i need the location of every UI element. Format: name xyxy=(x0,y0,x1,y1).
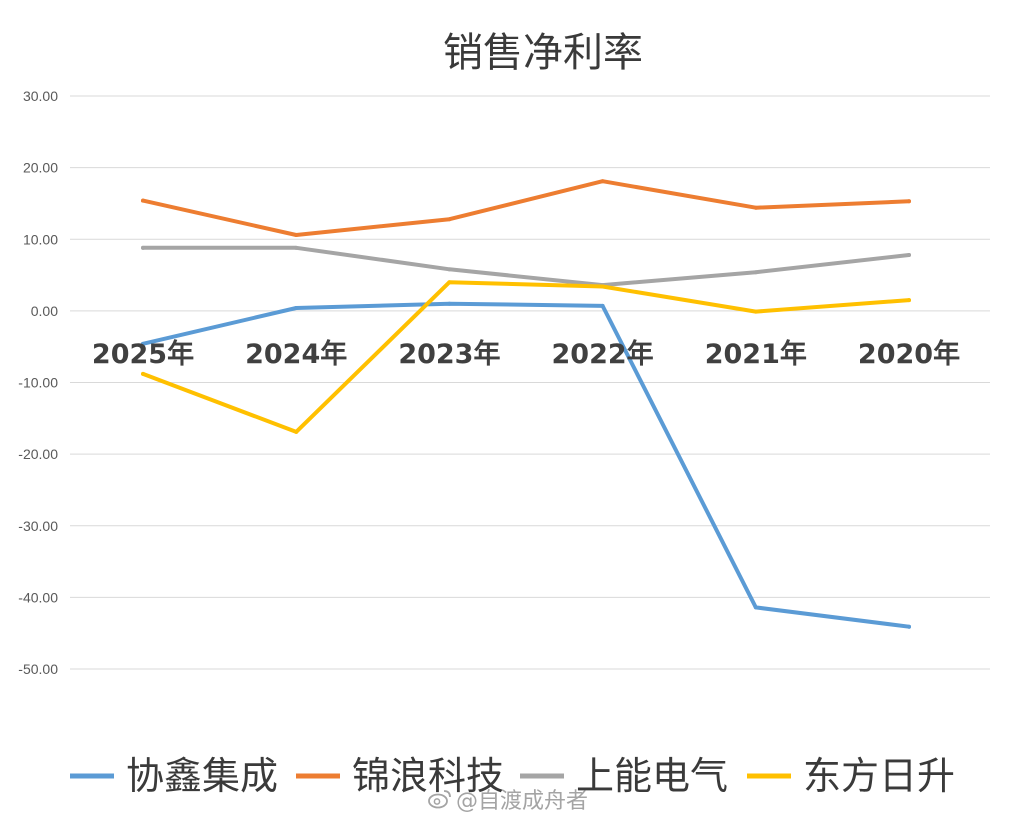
data-point xyxy=(447,217,452,222)
data-point xyxy=(141,341,145,346)
legend-label: 上能电气 xyxy=(576,754,728,798)
x-tick-label: 2025年 xyxy=(92,338,194,370)
data-point xyxy=(447,267,452,272)
data-point xyxy=(141,198,145,203)
data-point xyxy=(294,232,299,237)
data-point xyxy=(753,309,758,314)
data-point xyxy=(600,179,605,184)
data-point xyxy=(600,303,605,308)
y-tick-label: -20.00 xyxy=(18,446,58,462)
x-tick-label: 2023年 xyxy=(398,338,500,370)
series-line-4 xyxy=(141,280,911,434)
legend-label: 锦浪科技 xyxy=(352,754,504,798)
y-tick-label: -30.00 xyxy=(18,518,58,534)
y-tick-label: 0.00 xyxy=(31,303,58,319)
data-point xyxy=(753,270,758,275)
series-line-1 xyxy=(141,301,911,629)
data-point xyxy=(907,624,911,629)
data-point xyxy=(447,301,452,306)
series-line-3 xyxy=(141,245,911,288)
y-tick-label: -10.00 xyxy=(18,375,58,391)
data-point xyxy=(447,280,452,285)
y-tick-label: -40.00 xyxy=(18,589,58,605)
watermark-text: @自渡成舟者 xyxy=(456,789,589,814)
legend: 协鑫集成 锦浪科技 上能电气 东方日升 xyxy=(70,754,955,798)
data-point xyxy=(141,371,145,376)
data-point xyxy=(600,284,605,289)
y-axis-ticks: 30.00 20.00 10.00 0.00 -10.00 -20.00 -30.00 -40… xyxy=(18,88,58,677)
data-point xyxy=(753,205,758,210)
legend-label: 东方日升 xyxy=(803,754,955,798)
data-point xyxy=(907,253,911,258)
data-point xyxy=(294,429,299,434)
y-tick-label: 20.00 xyxy=(23,160,58,176)
x-axis-ticks: 2025年 2024年 2023年 2022年 2021年 2020年 xyxy=(92,338,960,370)
data-point xyxy=(753,605,758,610)
legend-label: 协鑫集成 xyxy=(126,754,278,798)
x-tick-label: 2024年 xyxy=(245,338,347,370)
y-tick-label: -50.00 xyxy=(18,661,58,677)
y-tick-label: 30.00 xyxy=(23,88,58,104)
data-point xyxy=(907,199,911,204)
x-tick-label: 2021年 xyxy=(705,338,807,370)
x-tick-label: 2020年 xyxy=(858,338,960,370)
x-tick-label: 2022年 xyxy=(552,338,654,370)
data-point xyxy=(141,245,145,250)
data-point xyxy=(294,245,299,250)
gridlines xyxy=(70,95,990,670)
series-line-2 xyxy=(141,179,911,237)
data-point xyxy=(907,298,911,303)
series-lines xyxy=(141,179,911,629)
data-point xyxy=(294,306,299,311)
weibo-icon xyxy=(428,790,451,809)
y-tick-label: 10.00 xyxy=(23,231,58,247)
chart-title: 销售净利率 xyxy=(443,30,643,76)
watermark: @自渡成舟者 xyxy=(428,783,588,815)
